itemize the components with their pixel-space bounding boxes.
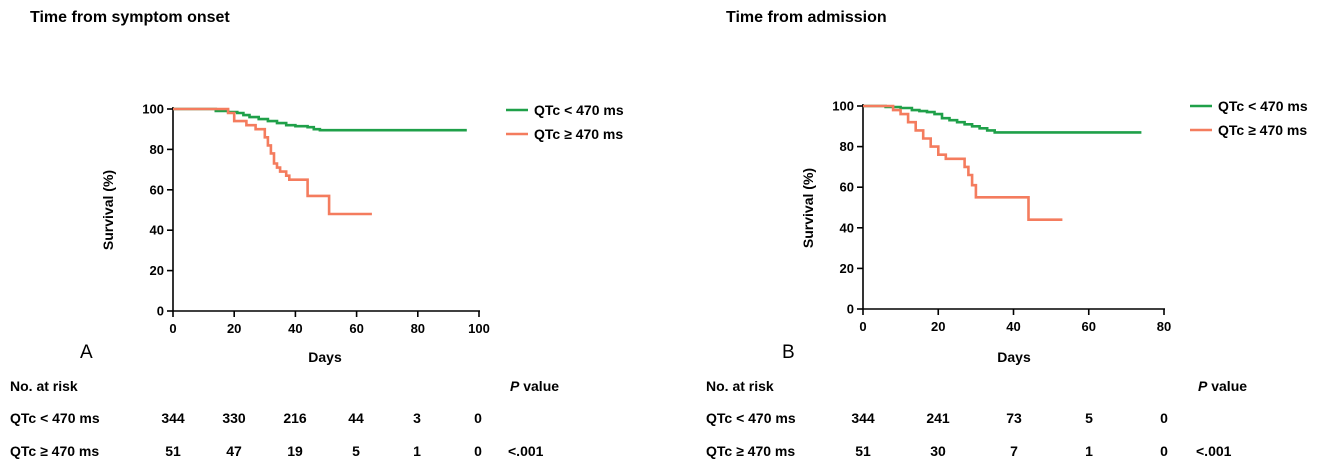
panel-a-x-tick-label: 60 bbox=[349, 321, 363, 336]
risk-table-b-pvalue-header: P value bbox=[1198, 378, 1247, 394]
risk-table-b-values: 344 241 73 5 0 51 30 7 1 0 bbox=[851, 410, 1168, 459]
risk-table-a-row-1-value: 0 bbox=[474, 410, 482, 426]
panel-a-series-qtc-below-470-line bbox=[173, 107, 467, 132]
panel-a-letter: A bbox=[80, 342, 93, 363]
panel-a-y-tick-label: 60 bbox=[150, 182, 164, 197]
panel-a-x-tick-label: 80 bbox=[411, 321, 425, 336]
risk-table-a-row-2-label: QTc ≥ 470 ms bbox=[10, 443, 99, 459]
risk-table-b-row-2-value: 7 bbox=[1010, 443, 1018, 459]
panel-a-y-tick-label: 0 bbox=[157, 304, 164, 319]
panel-a-y-axis-label: Survival (%) bbox=[100, 170, 116, 250]
panel-a-y-tick-label: 40 bbox=[150, 223, 164, 238]
risk-table-b-row-2-value: 1 bbox=[1085, 443, 1093, 459]
panel-a-legend-label-qtc-below-470: QTc < 470 ms bbox=[534, 102, 624, 118]
panel-b-x-tick-label: 80 bbox=[1157, 319, 1171, 334]
risk-table-b-row-1-value: 73 bbox=[1006, 410, 1022, 426]
risk-table-b-pvalue: <.001 bbox=[1196, 443, 1232, 459]
panel-b-plot: 0 20 40 60 80 100 0 20 40 60 80 bbox=[832, 99, 1171, 335]
panel-a-x-tick-label: 100 bbox=[468, 321, 490, 336]
risk-table-a-row-1-value: 216 bbox=[283, 410, 307, 426]
risk-table-a-row-2-value: 19 bbox=[287, 443, 303, 459]
panel-a-y-tick-label: 80 bbox=[150, 142, 164, 157]
risk-table-b-row-2-value: 30 bbox=[930, 443, 946, 459]
panel-b-y-axis-label: Survival (%) bbox=[800, 168, 816, 248]
panel-b-title: Time from admission bbox=[726, 9, 887, 26]
risk-table-a-row-1-value: 344 bbox=[161, 410, 185, 426]
risk-table-a-heading: No. at risk bbox=[10, 378, 78, 394]
risk-table-b-row-2-value: 51 bbox=[855, 443, 871, 459]
risk-table-b-row-2-label: QTc ≥ 470 ms bbox=[706, 443, 795, 459]
risk-table-a-row-1-label: QTc < 470 ms bbox=[10, 410, 100, 426]
panel-a-legend-label-qtc-above-470: QTc ≥ 470 ms bbox=[534, 126, 623, 142]
risk-table-a-row-1-value: 3 bbox=[413, 410, 421, 426]
risk-table-b-row-1-label: QTc < 470 ms bbox=[706, 410, 796, 426]
risk-table-a-row-2-value: 0 bbox=[474, 443, 482, 459]
panel-a-plot: 0 20 40 60 80 100 0 20 40 60 80 100 bbox=[142, 102, 490, 337]
panel-b-series-qtc-above-470-line bbox=[863, 104, 1063, 221]
risk-table-a-row-2-value: 1 bbox=[413, 443, 421, 459]
risk-table-b-row-1-value: 344 bbox=[851, 410, 875, 426]
panel-b-letter: B bbox=[782, 342, 795, 363]
panel-b-y-tick-label: 20 bbox=[840, 261, 854, 276]
risk-table-b-row-2-value: 0 bbox=[1160, 443, 1168, 459]
risk-table-a-values: 344 330 216 44 3 051 47 19 5 1 0 bbox=[161, 410, 482, 459]
panel-b-x-tick-label: 60 bbox=[1082, 319, 1096, 334]
panel-a-series-qtc-above-470-line bbox=[173, 107, 372, 216]
panel-a-x-tick-label: 20 bbox=[227, 321, 241, 336]
risk-table-b-heading: No. at risk bbox=[706, 378, 774, 394]
risk-table-a-pvalue: <.001 bbox=[508, 443, 544, 459]
risk-table-b-row-1-value: 0 bbox=[1160, 410, 1168, 426]
panel-a-x-tick-label: 0 bbox=[169, 321, 176, 336]
panel-b-y-tick-label: 100 bbox=[832, 99, 854, 114]
risk-table-a-row-2-value: 5 bbox=[352, 443, 360, 459]
panel-b-y-tick-label: 0 bbox=[847, 302, 854, 317]
risk-table-a-row-2-value: 51 bbox=[165, 443, 181, 459]
risk-table-a-row-1-value: 44 bbox=[348, 410, 364, 426]
panel-a-title: Time from symptom onset bbox=[30, 9, 230, 26]
panel-a-y-tick-label: 20 bbox=[150, 263, 164, 278]
panel-b-series-qtc-below-470-line bbox=[863, 104, 1142, 134]
panel-a-legend: QTc < 470 ms QTc ≥ 470 ms bbox=[506, 102, 624, 142]
panel-a-y-tick-label: 100 bbox=[142, 102, 164, 117]
panel-b-legend: QTc < 470 ms QTc ≥ 470 ms bbox=[1190, 98, 1308, 138]
panel-b-legend-label-qtc-below-470: QTc < 470 ms bbox=[1218, 98, 1308, 114]
panel-b-x-tick-label: 40 bbox=[1006, 319, 1020, 334]
panel-b-y-tick-label: 80 bbox=[840, 139, 854, 154]
risk-table-b-row-1-value: 241 bbox=[926, 410, 950, 426]
risk-table-a-row-1-value: 330 bbox=[222, 410, 246, 426]
risk-table-b-row-1-value: 5 bbox=[1085, 410, 1093, 426]
panel-b-x-tick-label: 0 bbox=[859, 319, 866, 334]
risk-table-a-row-2-value: 47 bbox=[226, 443, 242, 459]
panel-b-y-tick-label: 40 bbox=[840, 220, 854, 235]
panel-b-x-axis-label: Days bbox=[997, 349, 1031, 365]
panel-a-x-tick-label: 40 bbox=[288, 321, 302, 336]
panel-b-legend-label-qtc-above-470: QTc ≥ 470 ms bbox=[1218, 122, 1307, 138]
panel-b-x-tick-label: 20 bbox=[931, 319, 945, 334]
risk-table-a-pvalue-header: P value bbox=[510, 378, 559, 394]
panel-a-x-axis-label: Days bbox=[308, 349, 342, 365]
panel-b-y-tick-label: 60 bbox=[840, 180, 854, 195]
